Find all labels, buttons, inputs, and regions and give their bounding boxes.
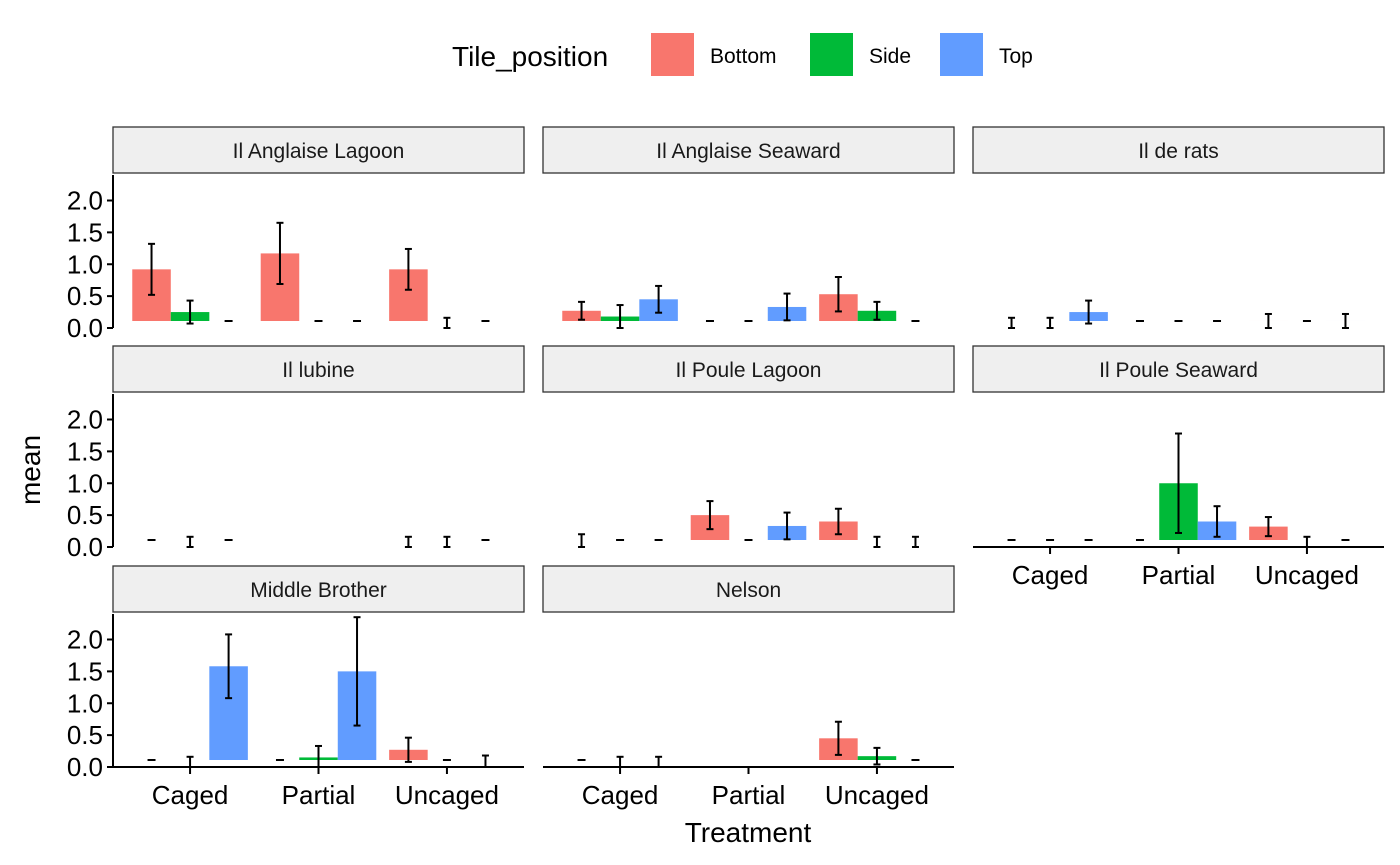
y-tick-label: 2.0 <box>67 186 103 216</box>
panel-il-poule-seaward: Il Poule Seaward Caged Partial Uncaged <box>972 345 1385 590</box>
y-tick-label: 2.0 <box>67 625 103 655</box>
strip-label-il-anglaise-lagoon: Il Anglaise Lagoon <box>233 140 405 163</box>
legend-label-bottom: Bottom <box>710 45 777 68</box>
strip-middle-brother <box>112 565 525 613</box>
y-tick-label: 0.5 <box>67 720 103 750</box>
y-tick-label: 0.0 <box>67 752 103 782</box>
legend-label-top: Top <box>999 45 1033 68</box>
x-tick-label-caged: Caged <box>152 780 229 810</box>
legend-key-side <box>810 33 853 76</box>
y-tick-label: 1.5 <box>67 436 103 466</box>
panel-middle-brother: Middle Brother 0.00.51.01.52.0 Caged Partia… <box>67 565 525 810</box>
y-tick-label: 0.0 <box>67 313 103 343</box>
x-tick-label-uncaged: Uncaged <box>395 780 499 810</box>
x-tick-label-uncaged: Uncaged <box>1255 560 1359 590</box>
strip-label-il-lubine: Il lubine <box>282 359 354 382</box>
panel-il-poule-lagoon: Il Poule Lagoon <box>542 345 955 548</box>
strip-label-il-anglaise-seaward: Il Anglaise Seaward <box>656 140 840 163</box>
y-tick-label: 0.0 <box>67 532 103 562</box>
y-tick-label: 1.5 <box>67 217 103 247</box>
panel-il-de-rats: Il de rats <box>972 126 1385 329</box>
y-tick-label: 2.0 <box>67 405 103 435</box>
strip-label-il-poule-lagoon: Il Poule Lagoon <box>676 359 822 382</box>
panel-nelson: Nelson Caged Partial Uncaged <box>542 565 955 810</box>
y-tick-label: 1.0 <box>67 468 103 498</box>
legend-label-side: Side <box>869 45 911 68</box>
legend-title: Tile_position <box>452 41 608 72</box>
strip-label-il-de-rats: Il de rats <box>1138 140 1219 163</box>
strip-il-poule-lagoon <box>542 345 955 393</box>
strip-il-de-rats <box>972 126 1385 174</box>
x-axis-title: Treatment <box>685 817 812 848</box>
y-tick-label: 0.5 <box>67 500 103 530</box>
x-tick-label-partial: Partial <box>282 780 356 810</box>
panel-il-anglaise-lagoon: Il Anglaise Lagoon 0.00.51.01.52.0 <box>67 126 525 343</box>
panel-il-anglaise-seaward: Il Anglaise Seaward <box>542 126 955 329</box>
strip-label-il-poule-seaward: Il Poule Seaward <box>1099 359 1258 382</box>
x-tick-label-partial: Partial <box>712 780 786 810</box>
y-tick-label: 1.0 <box>67 688 103 718</box>
strip-label-middle-brother: Middle Brother <box>250 579 387 602</box>
legend-key-top <box>940 33 983 76</box>
strip-nelson <box>542 565 955 613</box>
y-tick-label: 0.5 <box>67 281 103 311</box>
x-tick-label-uncaged: Uncaged <box>825 780 929 810</box>
strip-il-lubine <box>112 345 525 393</box>
strip-il-poule-seaward <box>972 345 1385 393</box>
y-axis-title: mean <box>15 435 46 505</box>
strip-il-anglaise-lagoon <box>112 126 525 174</box>
x-tick-label-partial: Partial <box>1142 560 1216 590</box>
panel-il-lubine: Il lubine 0.00.51.01.52.0 <box>67 345 525 562</box>
y-tick-label: 1.5 <box>67 656 103 686</box>
strip-il-anglaise-seaward <box>542 126 955 174</box>
legend: Tile_position Bottom Side Top <box>452 33 1033 76</box>
y-tick-label: 1.0 <box>67 249 103 279</box>
strip-label-nelson: Nelson <box>716 579 781 602</box>
x-tick-label-caged: Caged <box>1012 560 1089 590</box>
x-tick-label-caged: Caged <box>582 780 659 810</box>
legend-key-bottom <box>651 33 694 76</box>
